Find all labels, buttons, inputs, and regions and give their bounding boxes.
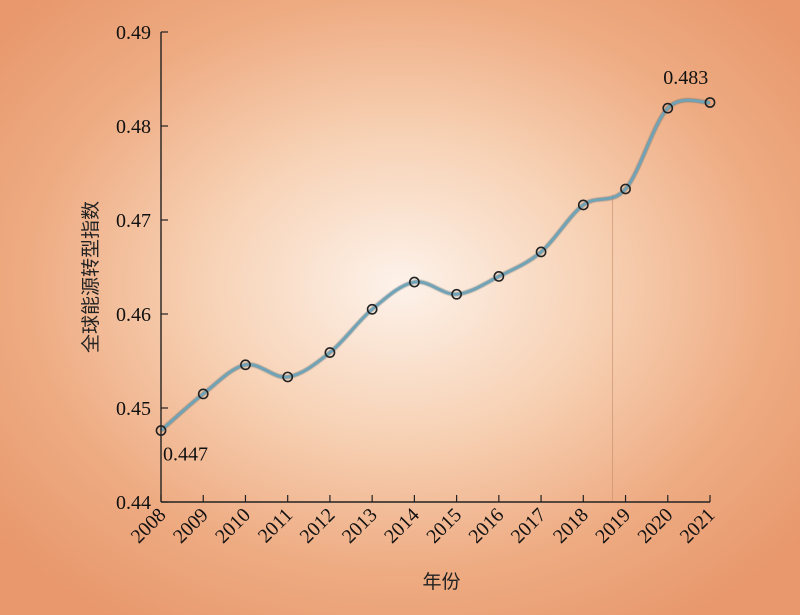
x-tick-label: 2013 — [338, 504, 382, 548]
x-tick-label: 2015 — [422, 504, 466, 548]
y-axis-title: 全球能源转型指数 — [80, 201, 102, 353]
data-label-peak: 0.483 — [663, 67, 708, 89]
x-tick-label: 2020 — [633, 504, 677, 548]
axes — [160, 31, 711, 503]
y-tick-label: 0.46 — [116, 304, 151, 326]
y-tick-label: 0.44 — [116, 492, 151, 514]
data-point — [704, 97, 716, 108]
y-tick-label: 0.49 — [116, 22, 151, 44]
plot-area — [159, 98, 711, 502]
data-point — [493, 270, 505, 282]
series-line — [160, 98, 711, 432]
data-point — [366, 303, 378, 315]
data-labels: 0.447 0.483 — [163, 67, 708, 465]
series-marks — [155, 97, 716, 436]
data-point — [197, 388, 209, 400]
y-tick-label: 0.48 — [116, 116, 151, 138]
data-point — [577, 199, 589, 211]
data-point — [240, 359, 251, 371]
data-point — [451, 288, 463, 300]
x-tick-label: 2018 — [549, 504, 593, 548]
x-tick-label: 2009 — [169, 504, 213, 548]
data-point — [282, 371, 294, 383]
data-point — [662, 102, 674, 114]
data-point — [535, 246, 547, 258]
y-tick-label: 0.47 — [116, 210, 151, 232]
x-tick-label: 2017 — [507, 504, 551, 548]
x-tick-label: 2010 — [211, 504, 255, 548]
x-tick-label: 2019 — [591, 504, 635, 548]
x-tick-label: 2016 — [465, 504, 509, 548]
data-label-start: 0.447 — [163, 444, 208, 466]
x-axis-title: 年份 — [422, 571, 460, 593]
data-point — [620, 183, 631, 195]
data-point — [155, 425, 167, 436]
x-tick-label: 2011 — [254, 504, 297, 547]
x-tick-label: 2012 — [296, 504, 340, 548]
data-point — [324, 347, 336, 358]
series-line-shadow — [159, 98, 711, 433]
x-tick-label: 2021 — [676, 504, 720, 548]
data-point — [408, 276, 420, 288]
y-tick-label: 0.45 — [116, 398, 151, 420]
x-tick-label: 2014 — [380, 504, 424, 548]
